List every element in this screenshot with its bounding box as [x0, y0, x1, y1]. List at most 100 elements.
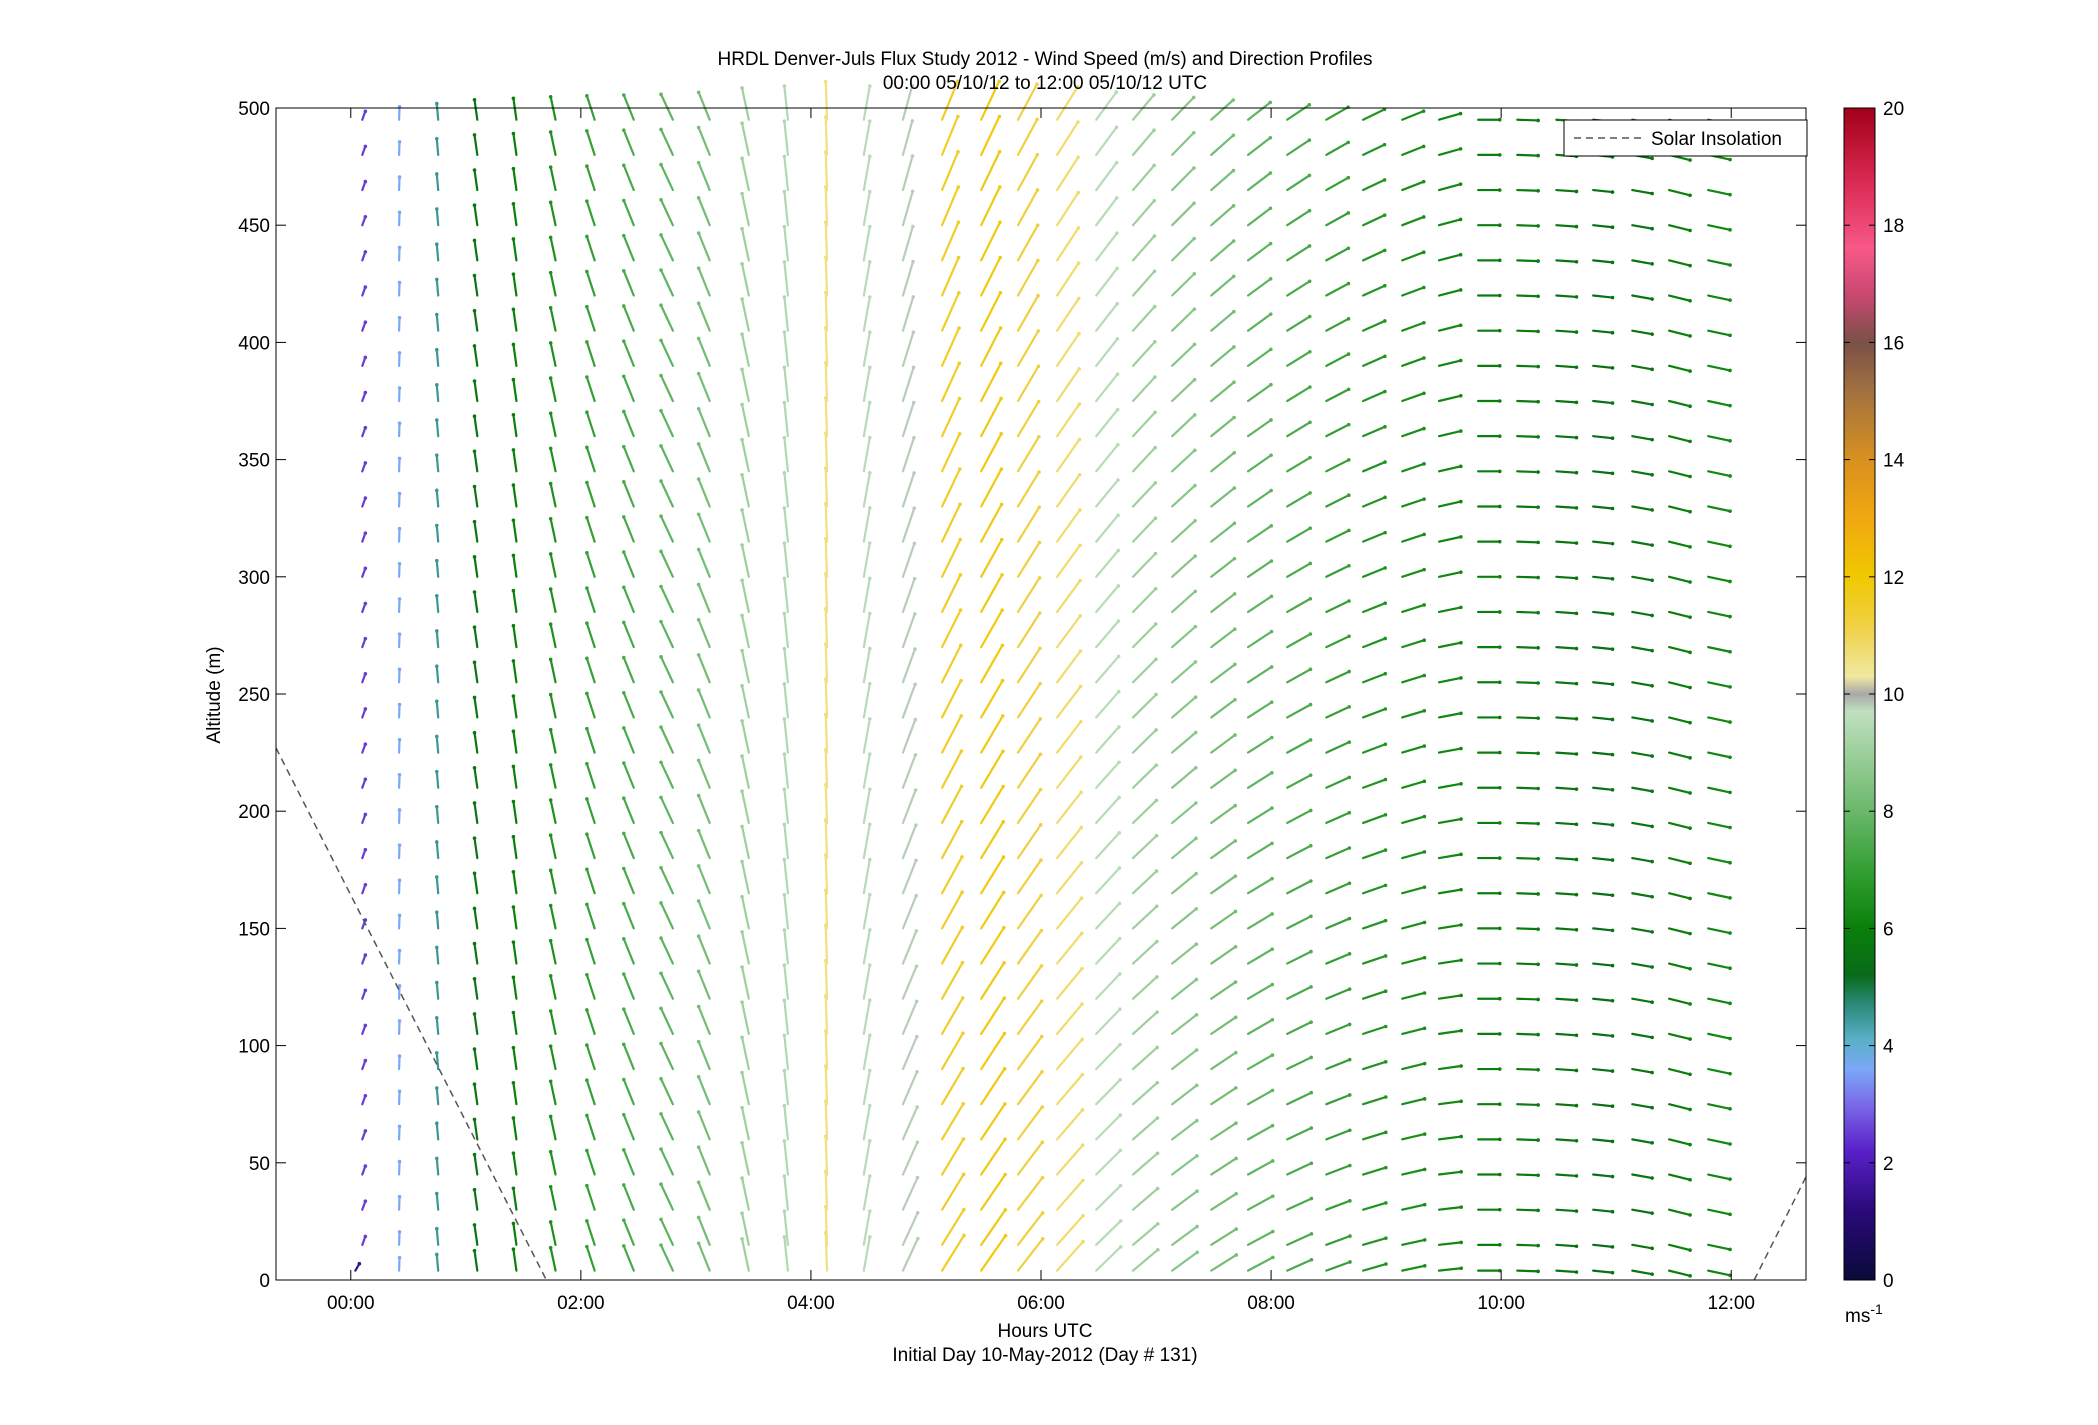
wind-vector-head — [740, 1237, 744, 1241]
wind-vector-head — [696, 336, 701, 341]
wind-vector-head — [1421, 215, 1426, 219]
wind-vector — [473, 837, 479, 860]
wind-vector-head — [363, 636, 368, 641]
wind-vector — [1131, 869, 1158, 895]
wind-vector — [585, 270, 596, 297]
wind-vector-head — [548, 622, 553, 627]
wind-vector-head — [1650, 1211, 1654, 1215]
wind-vector — [622, 550, 635, 578]
wind-vector-head — [1574, 330, 1579, 334]
wind-vector-head — [434, 734, 439, 739]
wind-vector-head — [998, 255, 1003, 260]
wind-vector-head — [1422, 391, 1426, 396]
wind-vector-head — [1688, 756, 1692, 760]
wind-vector-head — [1497, 364, 1502, 368]
wind-vector-head — [585, 832, 589, 836]
wind-vector-head — [363, 144, 368, 149]
wind-vector-head — [1422, 708, 1427, 713]
wind-vector-head — [511, 694, 516, 698]
wind-vector — [1362, 954, 1387, 965]
wind-vector — [1592, 294, 1614, 299]
wind-vector-head — [1154, 904, 1159, 909]
wind-vector-head — [696, 1241, 701, 1246]
wind-vector — [659, 796, 674, 825]
wind-vector-head — [1001, 749, 1005, 754]
wind-vector-head — [1232, 345, 1236, 349]
wind-vector-head — [585, 269, 589, 274]
wind-vector — [1016, 294, 1040, 332]
wind-vector-head — [1497, 1032, 1502, 1036]
wind-vector-head — [1195, 1224, 1199, 1229]
wind-vector-head — [1383, 813, 1388, 817]
wind-vector — [435, 1192, 440, 1211]
wind-vector-head — [1383, 566, 1387, 570]
wind-vector-head — [1079, 755, 1083, 759]
wind-vector — [622, 972, 635, 1000]
wind-vector — [1325, 529, 1350, 543]
wind-vector-head — [1650, 683, 1654, 688]
wind-vector-head — [1384, 1262, 1388, 1266]
wind-vector — [1210, 169, 1235, 192]
wind-vector-head — [1383, 883, 1388, 888]
wind-vector — [940, 185, 960, 227]
wind-vector — [783, 436, 790, 473]
wind-vector-head — [740, 613, 744, 618]
wind-vector — [740, 227, 750, 262]
wind-vector — [1286, 562, 1312, 578]
y-tick-label: 450 — [238, 216, 270, 237]
wind-vector-head — [740, 930, 744, 934]
wind-vector — [512, 378, 518, 403]
wind-vector-head — [1154, 657, 1158, 662]
wind-vector-head — [782, 892, 787, 897]
wind-vector — [473, 204, 479, 227]
wind-vector-head — [1268, 135, 1273, 140]
wind-vector-head — [740, 965, 744, 969]
wind-vector — [1095, 90, 1118, 121]
wind-vector-head — [621, 515, 626, 519]
wind-vector — [1095, 1113, 1122, 1141]
wind-vector — [740, 122, 750, 156]
wind-vector — [1668, 821, 1692, 830]
wind-vector-head — [659, 901, 663, 905]
wind-vector — [1210, 698, 1236, 719]
wind-vector — [740, 297, 750, 332]
wind-vector — [1631, 1269, 1654, 1276]
wind-vector — [473, 661, 479, 684]
wind-vector — [1325, 247, 1350, 262]
wind-vector — [1592, 540, 1614, 545]
wind-vector-head — [1574, 646, 1579, 651]
wind-vector — [1668, 329, 1692, 338]
wind-vector-head — [1078, 578, 1082, 583]
wind-vector — [622, 129, 635, 156]
wind-vector — [1707, 1269, 1732, 1277]
wind-vector-head — [999, 537, 1004, 542]
wind-vector-head — [1193, 483, 1197, 488]
wind-vector — [862, 190, 871, 227]
wind-vector — [622, 832, 635, 860]
wind-vector-head — [434, 101, 439, 106]
wind-vector-head — [548, 692, 553, 697]
wind-vector-head — [867, 681, 872, 686]
wind-vector — [512, 800, 518, 825]
wind-vector — [1131, 1046, 1159, 1071]
wind-vector-head — [1610, 823, 1615, 827]
wind-vector-head — [621, 901, 626, 906]
wind-vector — [659, 409, 674, 438]
wind-vector — [1131, 552, 1157, 578]
wind-vector — [1707, 927, 1732, 935]
wind-vector-head — [1688, 966, 1692, 971]
wind-vector-head — [585, 480, 589, 485]
wind-vector — [1325, 1199, 1351, 1211]
wind-vector-head — [1308, 667, 1313, 672]
wind-vector-head — [585, 1043, 589, 1047]
wind-vector — [862, 788, 871, 825]
wind-vector — [622, 445, 635, 473]
wind-vector-head — [1574, 470, 1579, 475]
wind-vector — [1286, 1197, 1313, 1211]
wind-vector-head — [1195, 1189, 1199, 1194]
wind-vector-head — [1536, 786, 1540, 791]
wind-vector — [1631, 1243, 1654, 1250]
wind-vector-head — [397, 1194, 402, 1199]
wind-vector — [824, 924, 829, 965]
wind-vector-head — [1152, 269, 1157, 274]
